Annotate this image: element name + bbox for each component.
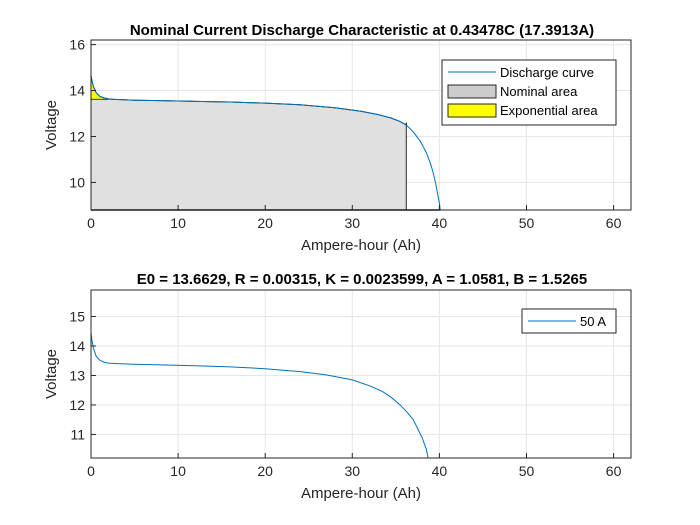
nominal-area — [91, 75, 407, 210]
top-subplot: Nominal Current Discharge Characteristic… — [43, 22, 632, 254]
bottom-grid — [90, 290, 631, 458]
top-y-tick-label-12: 12 — [69, 128, 85, 144]
bottom-y-tick-label-11: 11 — [70, 426, 85, 442]
bottom-y-tick-label-14: 14 — [69, 338, 85, 354]
legend-discharge-curve-label: Discharge curve — [500, 65, 594, 80]
top-x-tick-label-10: 10 — [170, 215, 186, 231]
legend-nominal-area-label: Nominal area — [500, 84, 578, 99]
top-axes-frame — [90, 39, 632, 211]
bottom-x-axis-label: Ampere-hour (Ah) — [301, 485, 421, 502]
top-x-tick-label-50: 50 — [519, 215, 535, 231]
bottom-chart-title: E0 = 13.6629, R = 0.00315, K = 0.0023599… — [137, 271, 587, 288]
top-ticks: 0 10 20 30 40 50 60 10 12 14 16 — [69, 37, 621, 231]
legend-50a-label: 50 A — [580, 314, 606, 329]
bottom-y-tick-label-13: 13 — [69, 367, 85, 383]
bottom-x-tick-label-30: 30 — [345, 463, 361, 479]
bottom-x-tick-label-20: 20 — [257, 463, 273, 479]
top-chart-title: Nominal Current Discharge Characteristic… — [130, 22, 594, 39]
bottom-y-tick-label-15: 15 — [69, 309, 85, 325]
top-y-axis-label: Voltage — [43, 100, 60, 150]
top-x-tick-label-60: 60 — [606, 215, 622, 231]
bottom-ticks: 0 10 20 30 40 50 60 11 12 13 14 15 — [69, 309, 621, 479]
bottom-subplot: E0 = 13.6629, R = 0.00315, K = 0.0023599… — [43, 271, 632, 502]
legend-exponential-area-swatch — [447, 103, 497, 118]
bottom-x-tick-label-10: 10 — [170, 463, 186, 479]
bottom-y-tick-label-12: 12 — [69, 397, 85, 413]
top-x-tick-label-0: 0 — [87, 215, 95, 231]
legend-exponential-area-label: Exponential area — [500, 103, 598, 118]
top-x-tick-label-40: 40 — [432, 215, 448, 231]
top-x-axis-label: Ampere-hour (Ah) — [301, 237, 421, 254]
top-x-tick-label-30: 30 — [345, 215, 361, 231]
bottom-series-line-0 — [90, 332, 429, 459]
top-x-tick-label-20: 20 — [257, 215, 273, 231]
bottom-axes-frame — [90, 289, 632, 459]
bottom-x-tick-label-0: 0 — [87, 463, 95, 479]
top-y-tick-label-14: 14 — [69, 83, 85, 99]
top-y-tick-label-16: 16 — [69, 37, 85, 53]
bottom-legend: 50 A — [521, 308, 617, 334]
legend-nominal-area-swatch — [447, 84, 497, 99]
bottom-x-tick-label-60: 60 — [606, 463, 622, 479]
bottom-x-tick-label-40: 40 — [432, 463, 448, 479]
top-y-tick-label-10: 10 — [69, 174, 85, 190]
bottom-y-axis-label: Voltage — [43, 349, 60, 399]
bottom-lines — [90, 332, 429, 459]
top-legend: Discharge curve Nominal area Exponential… — [441, 59, 617, 126]
bottom-x-tick-label-50: 50 — [519, 463, 535, 479]
top-series-line-0 — [90, 75, 441, 211]
